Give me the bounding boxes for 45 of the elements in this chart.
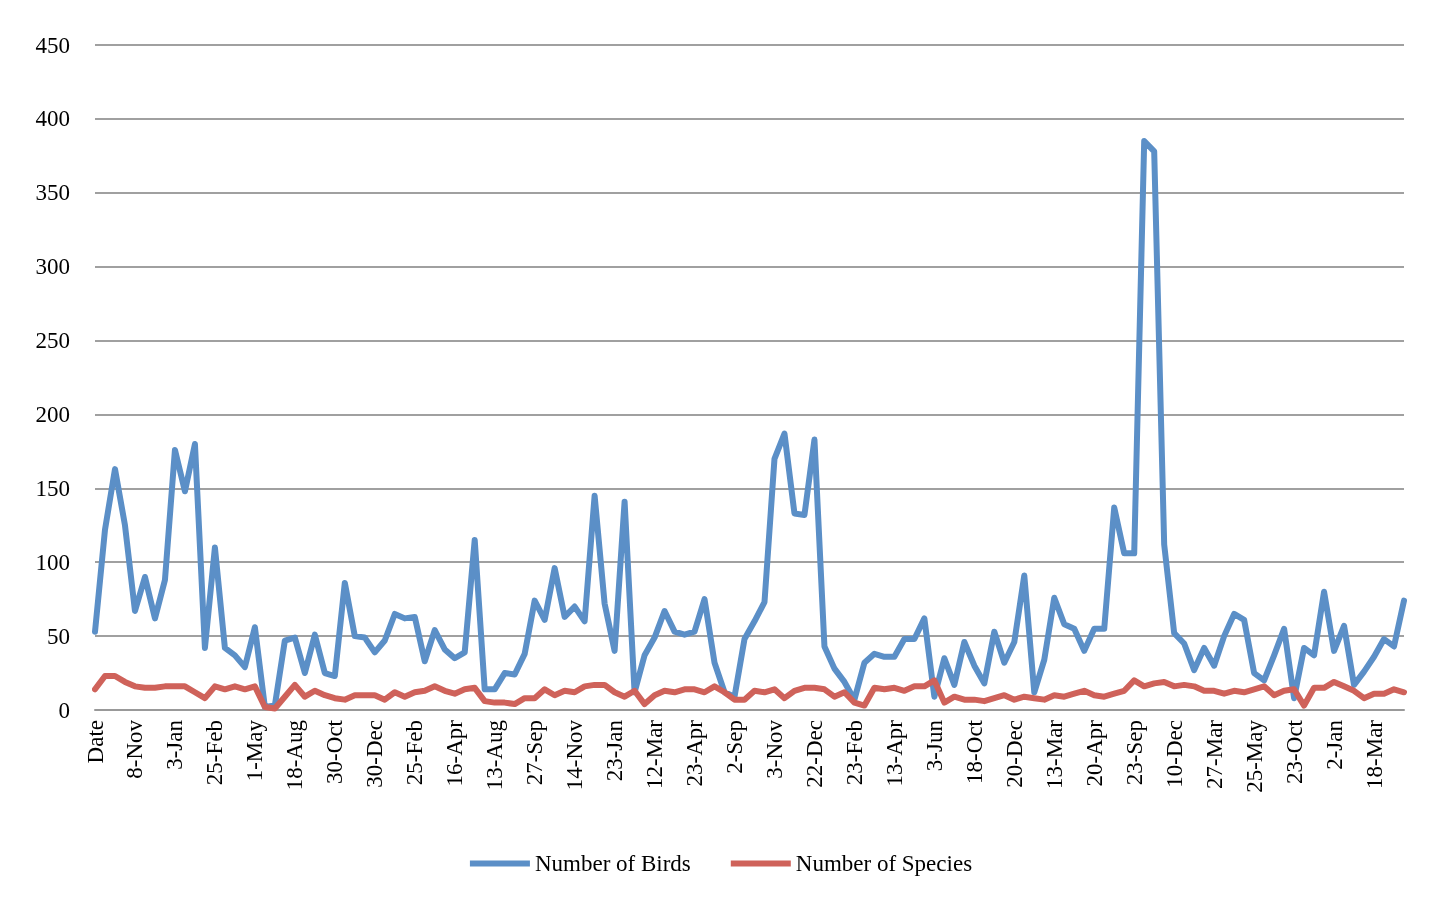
x-tick-label: 2-Jan xyxy=(1321,719,1347,770)
x-tick-label: 22-Dec xyxy=(801,720,827,788)
x-tick-label: 3-Jan xyxy=(162,719,188,770)
y-tick-label: 100 xyxy=(35,549,70,575)
x-tick-label: 27-Mar xyxy=(1201,719,1227,789)
x-tick-label: 13-Apr xyxy=(881,719,907,787)
x-tick-label: 23-Oct xyxy=(1281,719,1307,784)
x-tick-label: 13-Aug xyxy=(482,719,508,791)
x-tick-label: 18-Oct xyxy=(961,719,987,784)
x-tick-label: 16-Apr xyxy=(442,719,468,787)
x-tick-label: 3-Jun xyxy=(921,719,947,772)
x-tick-label: 23-Feb xyxy=(841,720,867,786)
x-tick-label: 25-Feb xyxy=(202,720,228,786)
y-tick-label: 50 xyxy=(47,623,70,649)
x-tick-label: 30-Oct xyxy=(322,719,348,784)
y-tick-label: 150 xyxy=(35,475,70,501)
y-tick-label: 300 xyxy=(35,254,70,280)
x-tick-label: 18-Mar xyxy=(1361,719,1387,789)
y-tick-label: 350 xyxy=(35,180,70,206)
x-tick-label: 13-Mar xyxy=(1041,719,1067,789)
x-tick-label: 23-Sep xyxy=(1121,720,1147,786)
legend-label: Number of Species xyxy=(795,851,973,876)
x-tick-label: 25-Feb xyxy=(402,720,428,786)
x-tick-label: 25-May xyxy=(1241,719,1267,793)
y-tick-label: 200 xyxy=(35,401,70,427)
x-tick-label: 20-Apr xyxy=(1081,719,1107,787)
x-tick-label: 1-May xyxy=(242,719,268,782)
x-tick-label: 14-Nov xyxy=(562,719,588,791)
x-tick-label: 10-Dec xyxy=(1161,720,1187,788)
x-tick-label: 18-Aug xyxy=(282,719,308,791)
x-tick-label: Date xyxy=(82,720,108,764)
x-tick-label: 8-Nov xyxy=(122,719,148,779)
x-tick-label: 20-Dec xyxy=(1001,720,1027,788)
y-tick-label: 450 xyxy=(35,32,70,58)
x-tick-label: 30-Dec xyxy=(362,720,388,788)
legend-label: Number of Birds xyxy=(534,851,691,876)
y-tick-label: 0 xyxy=(58,697,70,723)
x-tick-label: 23-Jan xyxy=(602,719,628,782)
x-tick-label: 12-Mar xyxy=(642,719,668,789)
y-tick-label: 400 xyxy=(35,106,70,132)
x-tick-label: 27-Sep xyxy=(522,720,548,786)
x-tick-label: 23-Apr xyxy=(682,719,708,787)
x-tick-label: 3-Nov xyxy=(761,719,787,779)
y-tick-label: 250 xyxy=(35,328,70,354)
x-tick-label: 2-Sep xyxy=(722,720,748,774)
